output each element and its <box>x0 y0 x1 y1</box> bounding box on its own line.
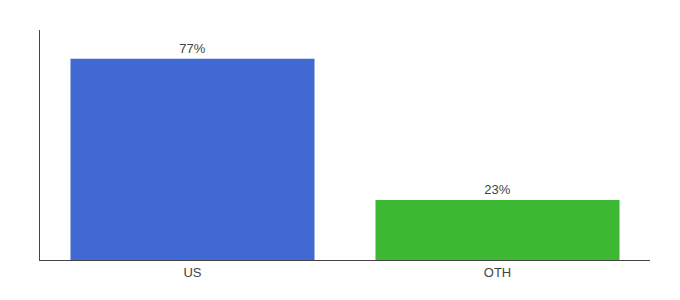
svg-text:US: US <box>183 265 201 280</box>
svg-text:77%: 77% <box>179 41 205 56</box>
svg-text:23%: 23% <box>484 182 510 197</box>
svg-text:OTH: OTH <box>484 265 511 280</box>
